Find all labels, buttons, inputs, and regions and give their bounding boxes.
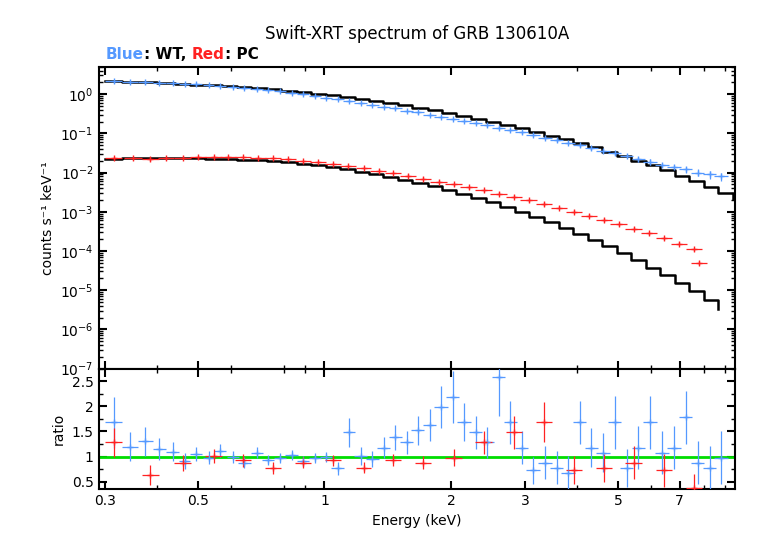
Text: Swift-XRT spectrum of GRB 130610A: Swift-XRT spectrum of GRB 130610A	[265, 25, 569, 43]
Text: Red: Red	[192, 47, 224, 62]
Y-axis label: ratio: ratio	[52, 413, 66, 445]
Text: Blue: Blue	[106, 47, 144, 62]
Text: : WT,: : WT,	[144, 47, 192, 62]
Text: : PC: : PC	[224, 47, 258, 62]
X-axis label: Energy (keV): Energy (keV)	[372, 514, 462, 528]
Y-axis label: counts s⁻¹ keV⁻¹: counts s⁻¹ keV⁻¹	[41, 161, 55, 275]
